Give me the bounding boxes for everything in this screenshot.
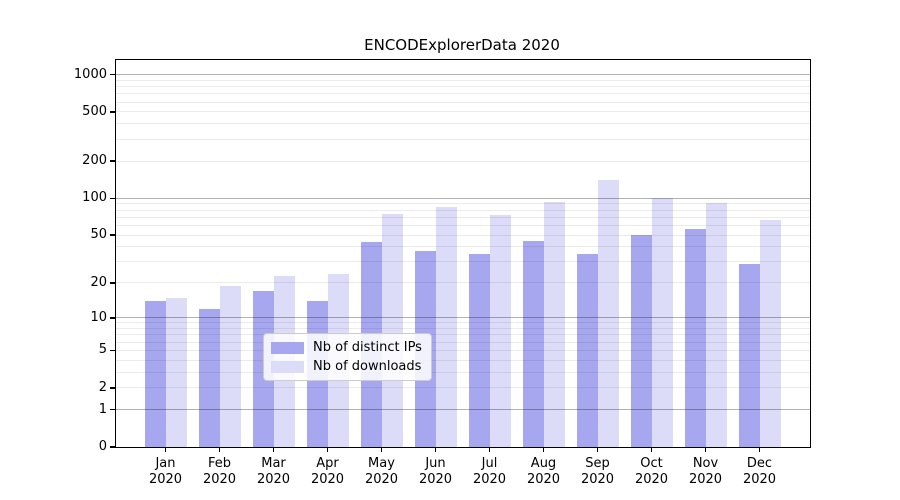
x-tick-label: Aug 2020 [526, 456, 561, 487]
bar-distinct-ips-nov [684, 229, 706, 447]
bar-downloads-may [381, 213, 403, 447]
bar-downloads-oct [651, 198, 673, 447]
chart-title: ENCODExplorerData 2020 [364, 36, 560, 54]
y-tick [110, 73, 115, 76]
gridline-minor [116, 86, 810, 88]
x-tick-label: Jul 2020 [472, 456, 507, 487]
bar-distinct-ips-jan [144, 301, 166, 447]
legend-item-distinct-ips: Nb of distinct IPs [271, 340, 422, 355]
bar-distinct-ips-feb [198, 308, 220, 447]
x-tick [596, 447, 599, 452]
y-tick-label: 500 [82, 103, 107, 119]
y-tick-label: 20 [90, 274, 107, 290]
x-tick-label: Mar 2020 [256, 456, 291, 487]
y-tick-label: 1000 [73, 66, 107, 82]
x-tick-label: May 2020 [364, 456, 399, 487]
legend-label-downloads: Nb of downloads [313, 359, 422, 374]
x-tick-label: Jan 2020 [148, 456, 183, 487]
bar-downloads-nov [705, 203, 727, 447]
y-tick [110, 197, 115, 199]
bar-downloads-jul [489, 215, 511, 447]
y-tick [110, 349, 115, 352]
y-tick [110, 446, 115, 448]
bar-downloads-aug [543, 202, 565, 447]
gridline-minor [116, 123, 810, 125]
legend-item-downloads: Nb of downloads [271, 359, 422, 374]
x-tick [704, 447, 707, 452]
x-tick [218, 447, 221, 452]
gridline-major [116, 74, 810, 76]
y-tick-label: 2 [98, 379, 107, 395]
bar-downloads-jan [165, 297, 187, 447]
gridline-minor [116, 79, 810, 81]
x-tick [164, 447, 167, 452]
y-tick-label: 5 [98, 342, 107, 358]
x-tick [758, 447, 761, 452]
x-tick-label: Oct 2020 [634, 456, 669, 487]
legend-swatch-distinct-ips [271, 341, 304, 354]
x-tick [272, 447, 275, 452]
gridline-minor [116, 138, 810, 140]
x-tick-label: Feb 2020 [202, 456, 237, 487]
x-tick-label: Jun 2020 [418, 456, 453, 487]
x-tick [650, 447, 653, 452]
gridline-minor [116, 101, 810, 103]
bar-downloads-jun [435, 206, 457, 447]
x-tick-label: Apr 2020 [310, 456, 345, 487]
y-tick-label: 10 [90, 309, 107, 325]
bar-distinct-ips-aug [522, 240, 544, 447]
y-tick-label: 200 [82, 153, 107, 169]
bar-distinct-ips-dec [738, 263, 760, 447]
legend-label-distinct-ips: Nb of distinct IPs [313, 340, 422, 355]
x-tick [488, 447, 491, 452]
y-tick-label: 1 [98, 401, 107, 417]
y-tick [110, 317, 115, 319]
bar-distinct-ips-oct [630, 235, 652, 447]
y-tick-label: 100 [82, 190, 107, 206]
x-tick [380, 447, 383, 452]
y-tick [110, 111, 115, 113]
x-tick-label: Sep 2020 [580, 456, 615, 487]
y-tick [110, 160, 115, 162]
x-tick-label: Nov 2020 [688, 456, 723, 487]
bar-downloads-sep [597, 180, 619, 447]
gridline-minor [116, 160, 810, 162]
x-tick [434, 447, 437, 452]
gridline-major [116, 197, 810, 199]
x-tick [326, 447, 329, 452]
legend-swatch-downloads [271, 360, 304, 373]
y-tick [110, 282, 115, 284]
y-tick-label: 0 [98, 439, 107, 454]
bar-downloads-feb [219, 285, 241, 447]
x-tick-label: Dec 2020 [742, 456, 777, 487]
gridline-minor [116, 93, 810, 95]
bar-distinct-ips-sep [576, 253, 598, 447]
plot-area: 0 1 2 5 10 20 50 100 200 500 1000 Jan 2020 Feb 2020 Mar… [74, 59, 811, 487]
x-tick [542, 447, 545, 452]
y-tick [110, 387, 115, 389]
y-tick [110, 408, 115, 411]
legend: Nb of distinct IPs Nb of downloads [263, 333, 432, 381]
bar-distinct-ips-jul [468, 253, 490, 447]
y-tick [110, 234, 115, 236]
bar-downloads-dec [759, 219, 781, 447]
y-tick-label: 50 [90, 227, 107, 243]
gridline-minor [116, 111, 810, 113]
